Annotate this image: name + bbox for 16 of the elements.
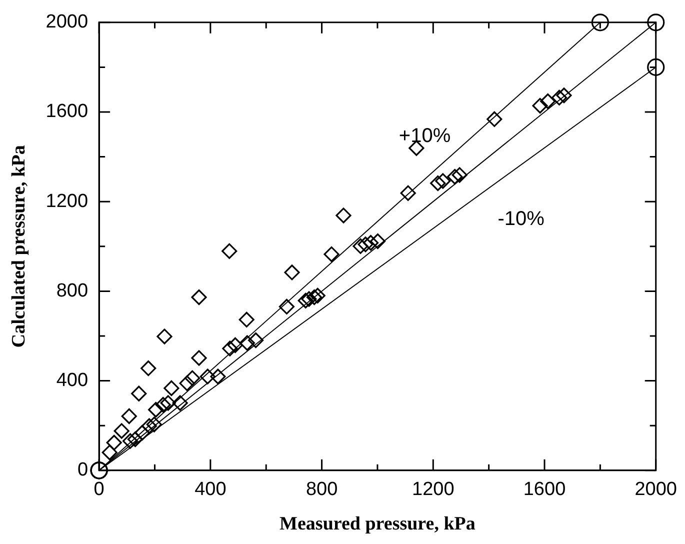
y-tick-label: 1600 — [46, 101, 88, 122]
y-tick-label: 2000 — [46, 12, 88, 33]
x-tick-label: 800 — [306, 479, 338, 500]
x-tick-label: 0 — [94, 479, 104, 500]
annotation: +10% — [398, 125, 451, 148]
x-tick-label: 1600 — [523, 479, 566, 500]
y-tick-label: 800 — [56, 280, 88, 302]
y-tick-label: 400 — [56, 370, 88, 392]
x-tick-label: 1200 — [412, 479, 454, 500]
y-axis-title: Calculated pressure, kPa — [8, 144, 30, 348]
annotation: -10% — [498, 208, 545, 230]
y-tick-label: 0 — [77, 460, 88, 481]
x-tick-label: 400 — [194, 479, 226, 500]
x-axis-title: Measured pressure, kPa — [280, 514, 476, 535]
y-tick-label: 1200 — [46, 190, 88, 212]
x-tick-label: 2000 — [634, 479, 678, 500]
